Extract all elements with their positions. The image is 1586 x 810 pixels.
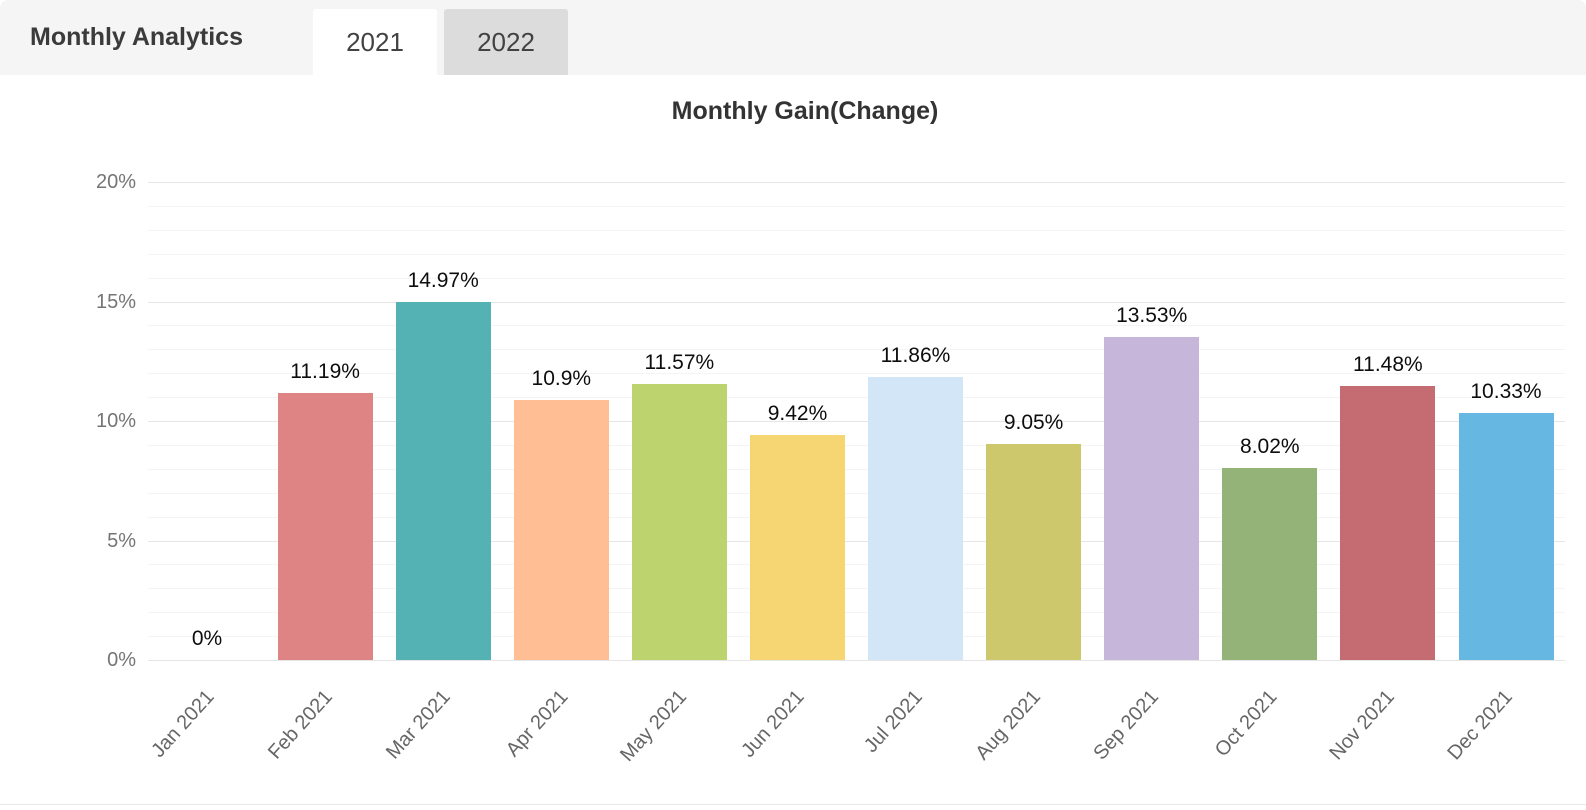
bar-nov-2021[interactable]: [1340, 385, 1436, 660]
bar-dec-2021[interactable]: [1458, 413, 1554, 660]
bar-jun-2021[interactable]: [750, 434, 845, 660]
y-axis-tick-label: 5%: [107, 529, 136, 552]
gridline-minor: [148, 205, 1565, 207]
x-axis-label: Dec 2021: [1443, 686, 1518, 765]
gridline-minor: [148, 588, 1565, 590]
chart-title: Monthly Gain(Change): [671, 97, 939, 125]
gridline-minor: [148, 253, 1565, 255]
gridline-major: [148, 301, 1565, 303]
bar-value-label: 13.53%: [1116, 303, 1188, 327]
x-axis-label: Nov 2021: [1325, 686, 1400, 765]
bar-aug-2021[interactable]: [986, 443, 1082, 660]
gridline-major: [148, 182, 1565, 183]
gridline-minor: [148, 373, 1565, 375]
panel-header: Monthly Analytics 2021 2022: [0, 0, 1586, 76]
gridline-minor: [148, 516, 1565, 518]
gridline-minor: [148, 612, 1565, 614]
panel-title: Monthly Analytics: [30, 23, 243, 51]
bar-value-label: 11.48%: [1353, 352, 1423, 376]
y-axis-tick-label: 0%: [107, 649, 136, 671]
gridline-minor: [148, 325, 1565, 327]
bar-may-2021[interactable]: [631, 383, 727, 660]
bar-value-label: 9.05%: [1003, 410, 1064, 434]
bar-value-label: 9.42%: [767, 401, 828, 425]
bar-value-label: 8.02%: [1240, 435, 1300, 459]
bar-value-label: 0%: [191, 627, 223, 650]
bar-chart: Monthly Gain(Change) 0% 5% 10% 15% 20% 0% Jan …: [0, 75, 1586, 810]
bar-value-label: 10.9%: [531, 366, 592, 390]
gridline-minor: [148, 492, 1565, 494]
x-axis-label: Oct 2021: [1210, 686, 1282, 762]
card-bottom-border: [0, 804, 1586, 805]
gridline-major: [148, 540, 1565, 542]
bar-mar-2021[interactable]: [395, 302, 491, 660]
y-axis-tick-label: 10%: [95, 410, 136, 432]
y-axis-tick-label: 20%: [95, 171, 136, 193]
x-axis-label: May 2021: [615, 686, 691, 767]
bar-value-label: 10.33%: [1470, 380, 1542, 404]
gridline-major: [148, 660, 1565, 661]
gridline-minor: [148, 468, 1565, 470]
x-axis-label: Sep 2021: [1089, 686, 1164, 765]
bar-jul-2021[interactable]: [868, 376, 963, 660]
bar-value-label: 14.97%: [407, 269, 479, 293]
x-axis-label: Apr 2021: [501, 686, 573, 762]
bar-oct-2021[interactable]: [1222, 468, 1318, 660]
x-axis-label: Aug 2021: [971, 686, 1045, 765]
x-axis-label: Mar 2021: [381, 686, 455, 764]
gridline-minor: [148, 277, 1565, 279]
x-axis-label: Jan 2021: [146, 686, 219, 762]
bar-value-label: 11.19%: [290, 359, 360, 383]
gridline-major: [148, 421, 1565, 422]
x-axis-label: Jun 2021: [737, 686, 809, 762]
gridline-minor: [148, 636, 1565, 638]
bar-feb-2021[interactable]: [277, 392, 373, 660]
y-axis-tick-label: 15%: [95, 290, 136, 313]
gridline-minor: [148, 349, 1565, 351]
bar-sep-2021[interactable]: [1104, 336, 1200, 660]
tab-2021[interactable]: 2021: [313, 9, 437, 76]
bar-apr-2021[interactable]: [513, 399, 609, 660]
x-axis-label: Feb 2021: [263, 686, 337, 764]
bar-value-label: 11.86%: [880, 343, 951, 367]
gridline-minor: [148, 229, 1565, 231]
bar-value-label: 11.57%: [644, 350, 715, 374]
gridline-minor: [148, 564, 1565, 566]
tab-2022[interactable]: 2022: [444, 9, 568, 76]
x-axis-label: Jul 2021: [859, 686, 927, 757]
gridline-minor: [148, 444, 1565, 446]
gridline-minor: [148, 397, 1565, 399]
